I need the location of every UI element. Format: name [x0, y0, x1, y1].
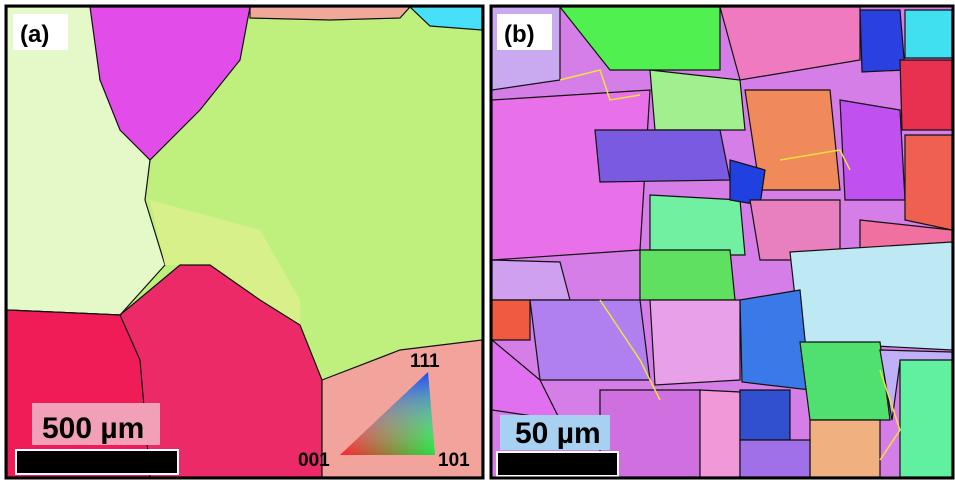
- legend-label: 001: [298, 450, 330, 471]
- scale-bar-label: 500 µm: [42, 412, 144, 445]
- grain: [740, 440, 810, 477]
- grain: [840, 100, 905, 200]
- legend-label: 101: [438, 450, 470, 471]
- grain: [650, 195, 745, 255]
- grain: [800, 342, 890, 420]
- grain: [492, 300, 530, 340]
- scale-bar: [497, 452, 618, 476]
- grain: [640, 250, 735, 300]
- panel-a-map: [7, 7, 482, 477]
- grain: [250, 7, 410, 20]
- scale-bar: [16, 450, 178, 474]
- grain: [650, 70, 745, 130]
- grain: [905, 135, 952, 230]
- legend-label: 111: [410, 351, 440, 372]
- grain: [595, 130, 730, 182]
- grain: [905, 10, 952, 58]
- grain: [790, 242, 952, 350]
- panel-label: (a): [20, 21, 49, 48]
- panel-label: (b): [504, 21, 535, 48]
- grain: [740, 290, 810, 390]
- grain: [900, 360, 952, 477]
- grain: [650, 300, 740, 385]
- page: {"panels": [ {"label": "(a)", "scale_bar…: [0, 0, 955, 483]
- grain: [700, 390, 740, 477]
- panel-b-map: [492, 7, 952, 477]
- grain: [900, 60, 952, 130]
- scale-bar-label: 50 µm: [515, 417, 601, 450]
- grain: [530, 300, 650, 380]
- figure: (a) 500 µm 111 001 101: [0, 0, 955, 483]
- grain: [860, 10, 905, 72]
- grain: [810, 420, 880, 477]
- grain: [492, 260, 570, 300]
- grain: [740, 390, 790, 440]
